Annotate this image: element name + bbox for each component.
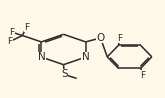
Text: F: F: [24, 23, 29, 32]
Text: N: N: [82, 52, 90, 62]
Text: F: F: [9, 28, 14, 37]
Text: F: F: [141, 71, 146, 80]
Text: N: N: [37, 52, 45, 62]
Text: F: F: [7, 37, 13, 46]
Text: F: F: [117, 34, 123, 43]
Text: S: S: [61, 69, 68, 79]
Text: O: O: [96, 33, 105, 43]
